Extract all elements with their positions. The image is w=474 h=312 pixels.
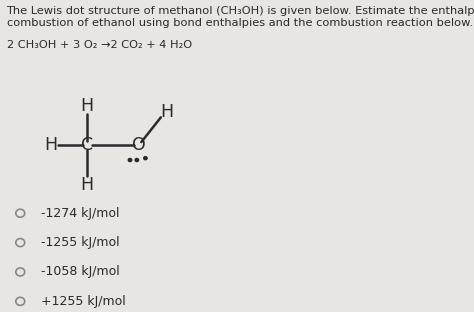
Text: H: H [81,176,94,194]
Text: The Lewis dot structure of methanol (CH₃OH) is given below. Estimate the enthalp: The Lewis dot structure of methanol (CH₃… [7,6,474,16]
Text: -1058 kJ/mol: -1058 kJ/mol [41,266,119,278]
Text: H: H [81,97,94,115]
Text: -1274 kJ/mol: -1274 kJ/mol [41,207,119,220]
Text: C: C [81,136,93,154]
Circle shape [128,158,132,162]
Text: H: H [44,136,57,154]
Circle shape [135,158,138,162]
Text: O: O [132,136,146,154]
Text: combustion of ethanol using bond enthalpies and the combustion reaction below.: combustion of ethanol using bond enthalp… [7,18,473,28]
Text: 2 CH₃OH + 3 O₂ →2 CO₂ + 4 H₂O: 2 CH₃OH + 3 O₂ →2 CO₂ + 4 H₂O [7,40,191,50]
Text: +1255 kJ/mol: +1255 kJ/mol [41,295,126,308]
Text: H: H [161,103,173,121]
Text: -1255 kJ/mol: -1255 kJ/mol [41,236,119,249]
Circle shape [144,157,147,160]
